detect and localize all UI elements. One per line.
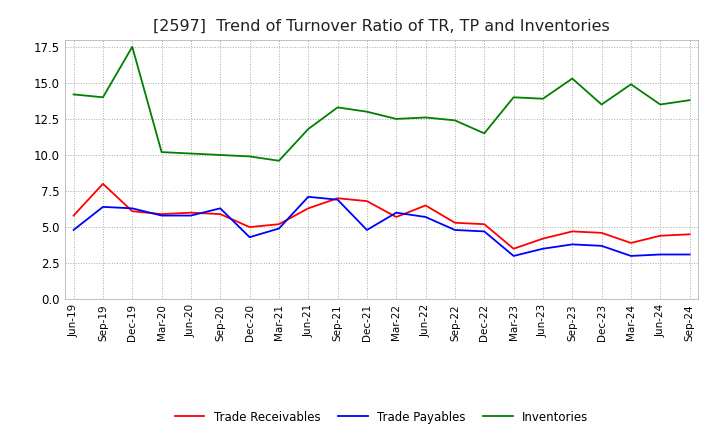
Trade Payables	[509, 253, 518, 259]
Inventories	[216, 152, 225, 158]
Trade Receivables	[480, 222, 489, 227]
Trade Payables	[421, 214, 430, 220]
Trade Receivables	[568, 229, 577, 234]
Inventories	[685, 98, 694, 103]
Line: Trade Receivables: Trade Receivables	[73, 184, 690, 249]
Legend: Trade Receivables, Trade Payables, Inventories: Trade Receivables, Trade Payables, Inven…	[170, 406, 593, 428]
Inventories	[363, 109, 372, 114]
Inventories	[480, 131, 489, 136]
Trade Receivables	[99, 181, 107, 187]
Inventories	[539, 96, 547, 101]
Line: Inventories: Inventories	[73, 47, 690, 161]
Inventories	[421, 115, 430, 120]
Inventories	[656, 102, 665, 107]
Trade Receivables	[274, 222, 283, 227]
Trade Payables	[598, 243, 606, 249]
Trade Payables	[480, 229, 489, 234]
Trade Receivables	[509, 246, 518, 251]
Trade Payables	[99, 204, 107, 209]
Trade Payables	[539, 246, 547, 251]
Trade Receivables	[128, 209, 137, 214]
Title: [2597]  Trend of Turnover Ratio of TR, TP and Inventories: [2597] Trend of Turnover Ratio of TR, TP…	[153, 19, 610, 34]
Trade Payables	[568, 242, 577, 247]
Inventories	[128, 44, 137, 49]
Trade Payables	[246, 235, 254, 240]
Trade Receivables	[333, 196, 342, 201]
Trade Payables	[216, 205, 225, 211]
Trade Receivables	[304, 205, 312, 211]
Trade Receivables	[451, 220, 459, 225]
Inventories	[157, 150, 166, 155]
Inventories	[333, 105, 342, 110]
Inventories	[246, 154, 254, 159]
Trade Receivables	[539, 236, 547, 241]
Inventories	[509, 95, 518, 100]
Inventories	[69, 92, 78, 97]
Trade Receivables	[626, 240, 635, 246]
Inventories	[99, 95, 107, 100]
Trade Receivables	[421, 203, 430, 208]
Trade Payables	[157, 213, 166, 218]
Trade Receivables	[685, 231, 694, 237]
Trade Payables	[128, 205, 137, 211]
Trade Payables	[392, 210, 400, 215]
Trade Receivables	[246, 224, 254, 230]
Inventories	[568, 76, 577, 81]
Trade Payables	[451, 227, 459, 233]
Trade Receivables	[392, 214, 400, 220]
Trade Payables	[685, 252, 694, 257]
Trade Receivables	[598, 230, 606, 235]
Trade Payables	[333, 197, 342, 202]
Inventories	[392, 116, 400, 121]
Inventories	[274, 158, 283, 163]
Inventories	[304, 126, 312, 132]
Trade Payables	[304, 194, 312, 199]
Trade Payables	[626, 253, 635, 259]
Trade Payables	[274, 226, 283, 231]
Inventories	[451, 118, 459, 123]
Trade Receivables	[216, 212, 225, 217]
Trade Receivables	[363, 198, 372, 204]
Trade Receivables	[157, 212, 166, 217]
Trade Payables	[69, 227, 78, 233]
Inventories	[186, 151, 195, 156]
Line: Trade Payables: Trade Payables	[73, 197, 690, 256]
Inventories	[626, 82, 635, 87]
Trade Payables	[186, 213, 195, 218]
Trade Receivables	[186, 210, 195, 215]
Inventories	[598, 102, 606, 107]
Trade Receivables	[69, 213, 78, 218]
Trade Payables	[656, 252, 665, 257]
Trade Receivables	[656, 233, 665, 238]
Trade Payables	[363, 227, 372, 233]
